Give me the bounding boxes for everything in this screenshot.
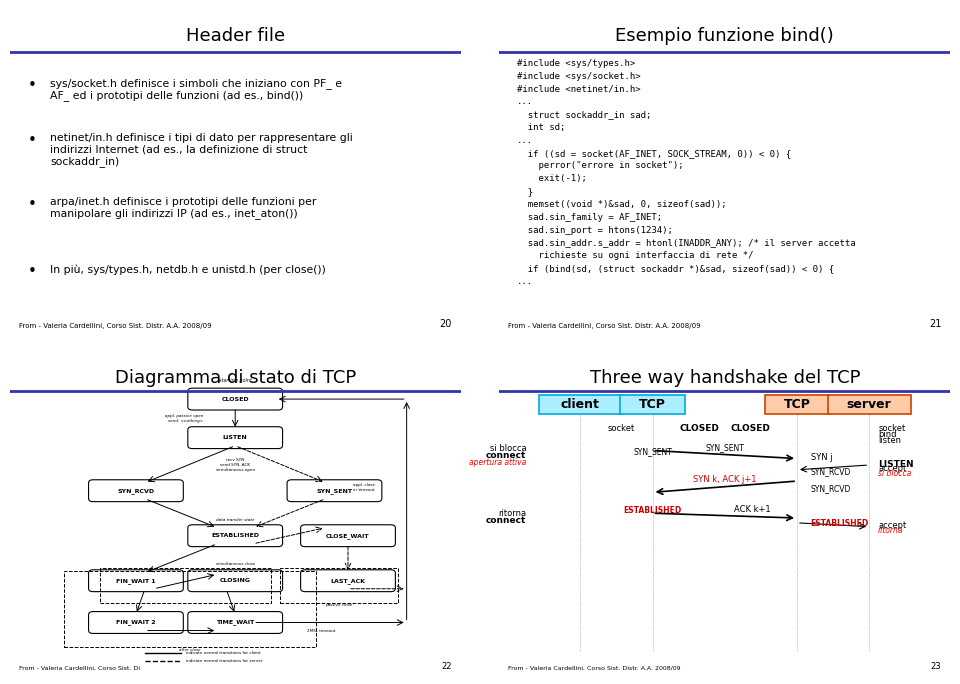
Text: client: client: [561, 398, 600, 411]
FancyBboxPatch shape: [188, 611, 282, 633]
Text: SYN_SENT: SYN_SENT: [634, 447, 672, 457]
Text: SYN_SENT: SYN_SENT: [317, 488, 352, 494]
Text: after close: after close: [180, 648, 201, 653]
Text: From - Valeria Cardellini, Corso Sist. Distr. A.A. 2008/09: From - Valeria Cardellini, Corso Sist. D…: [18, 323, 211, 329]
Text: CLOSING: CLOSING: [220, 578, 251, 583]
Text: SYN_RCVD: SYN_RCVD: [117, 488, 155, 494]
Text: ritorna: ritorna: [878, 527, 903, 536]
Text: ESTABLISHED: ESTABLISHED: [211, 534, 259, 538]
Text: ACK k+1: ACK k+1: [733, 505, 771, 514]
Text: appl. close
or timeout: appl. close or timeout: [352, 483, 374, 492]
Text: socket: socket: [878, 423, 905, 432]
Text: FIN_WAIT 1: FIN_WAIT 1: [116, 578, 156, 583]
Text: LISTEN: LISTEN: [223, 435, 248, 440]
Text: si blocca: si blocca: [878, 469, 911, 478]
Text: LAST_ACK: LAST_ACK: [330, 578, 366, 583]
Text: ritorna: ritorna: [498, 510, 526, 518]
Text: Esempio funzione bind(): Esempio funzione bind(): [615, 27, 834, 44]
Text: TIME_WAIT: TIME_WAIT: [216, 620, 254, 625]
Text: ESTABLISHED: ESTABLISHED: [810, 519, 869, 528]
Text: connect: connect: [486, 451, 526, 460]
FancyBboxPatch shape: [88, 611, 183, 633]
Text: 20: 20: [440, 319, 452, 329]
Text: #include <sys/types.h>
#include <sys/socket.h>
#include <netinet/in.h>
...
  str: #include <sys/types.h> #include <sys/soc…: [517, 59, 856, 286]
Bar: [100, 568, 272, 603]
Text: 23: 23: [931, 661, 942, 671]
Text: •: •: [28, 197, 36, 212]
Text: accept: accept: [878, 521, 906, 530]
Text: starting point: starting point: [219, 378, 252, 383]
FancyBboxPatch shape: [188, 570, 282, 592]
Text: CLOSED: CLOSED: [680, 423, 720, 432]
Text: •: •: [28, 133, 36, 148]
Bar: [63, 571, 317, 646]
FancyBboxPatch shape: [764, 395, 829, 415]
FancyBboxPatch shape: [620, 395, 685, 415]
Text: LISTEN: LISTEN: [878, 460, 914, 469]
Text: recv SYN
send SYN, ACK
simultaneous open: recv SYN send SYN, ACK simultaneous open: [216, 458, 254, 471]
FancyBboxPatch shape: [539, 395, 622, 415]
FancyBboxPatch shape: [188, 525, 282, 547]
Text: SYN k, ACK j+1: SYN k, ACK j+1: [693, 475, 756, 484]
Text: bind: bind: [878, 430, 897, 439]
Text: TCP: TCP: [783, 398, 810, 411]
Text: si blocca: si blocca: [490, 445, 526, 453]
Bar: [280, 568, 397, 603]
Text: sys/socket.h definisce i simboli che iniziano con PF_ e
AF_ ed i prototipi delle: sys/socket.h definisce i simboli che ini…: [50, 78, 342, 101]
Text: Three way handshake del TCP: Three way handshake del TCP: [589, 369, 860, 386]
FancyBboxPatch shape: [300, 525, 396, 547]
Text: CLOSED: CLOSED: [222, 397, 249, 402]
Text: data transfer state: data transfer state: [216, 518, 254, 522]
Text: 2MSL timeout: 2MSL timeout: [307, 629, 335, 633]
Text: FIN_WAIT 2: FIN_WAIT 2: [116, 620, 156, 625]
Text: •: •: [28, 265, 36, 280]
Text: SYN j: SYN j: [810, 453, 832, 462]
Text: passive close: passive close: [325, 603, 352, 607]
FancyBboxPatch shape: [188, 427, 282, 449]
FancyBboxPatch shape: [300, 570, 396, 592]
Text: CLOSED: CLOSED: [730, 423, 770, 432]
Text: apertura attiva: apertura attiva: [469, 458, 526, 467]
Text: SYN_SENT: SYN_SENT: [706, 443, 744, 452]
FancyBboxPatch shape: [188, 388, 282, 410]
Text: SYN_RCVD: SYN_RCVD: [810, 467, 851, 476]
Text: listen: listen: [878, 436, 901, 445]
Text: Header file: Header file: [185, 27, 285, 44]
FancyBboxPatch shape: [828, 395, 911, 415]
Text: From - Valeria Cardellini, Corso Sist. Di: From - Valeria Cardellini, Corso Sist. D…: [18, 666, 139, 671]
Text: From - Valeria Cardellini, Corso Sist. Distr. A.A. 2008/09: From - Valeria Cardellini, Corso Sist. D…: [508, 323, 701, 329]
Text: CLOSE_WAIT: CLOSE_WAIT: [326, 533, 370, 538]
Text: In più, sys/types.h, netdb.h e unistd.h (per close()): In più, sys/types.h, netdb.h e unistd.h …: [50, 265, 326, 275]
Text: connect: connect: [486, 516, 526, 525]
FancyBboxPatch shape: [88, 479, 183, 501]
Text: netinet/in.h definisce i tipi di dato per rappresentare gli
indirizzi Internet (: netinet/in.h definisce i tipi di dato pe…: [50, 133, 353, 167]
Text: Diagramma di stato di TCP: Diagramma di stato di TCP: [114, 369, 356, 386]
Text: From - Valeria Cardellini, Corso Sist. Distr. A.A. 2008/09: From - Valeria Cardellini, Corso Sist. D…: [508, 666, 681, 671]
Text: simultaneous close: simultaneous close: [216, 562, 254, 566]
Text: 21: 21: [929, 319, 942, 329]
FancyBboxPatch shape: [88, 570, 183, 592]
Text: •: •: [28, 78, 36, 93]
Text: appl. passive open
send: <nothing>: appl. passive open send: <nothing>: [165, 414, 204, 423]
Text: arpa/inet.h definisce i prototipi delle funzioni per
manipolare gli indirizzi IP: arpa/inet.h definisce i prototipi delle …: [50, 197, 317, 220]
Text: SYN_RCVD: SYN_RCVD: [810, 484, 851, 492]
Text: accept: accept: [878, 464, 906, 473]
Text: indicate normal transitions for client: indicate normal transitions for client: [185, 650, 260, 655]
Text: indicate normal transitions for server: indicate normal transitions for server: [185, 659, 262, 663]
Text: socket: socket: [608, 423, 635, 432]
Text: TCP: TCP: [639, 398, 666, 411]
Text: ESTABLISHED: ESTABLISHED: [623, 506, 682, 515]
Text: server: server: [847, 398, 892, 411]
FancyBboxPatch shape: [287, 479, 382, 501]
Text: 22: 22: [442, 661, 452, 671]
